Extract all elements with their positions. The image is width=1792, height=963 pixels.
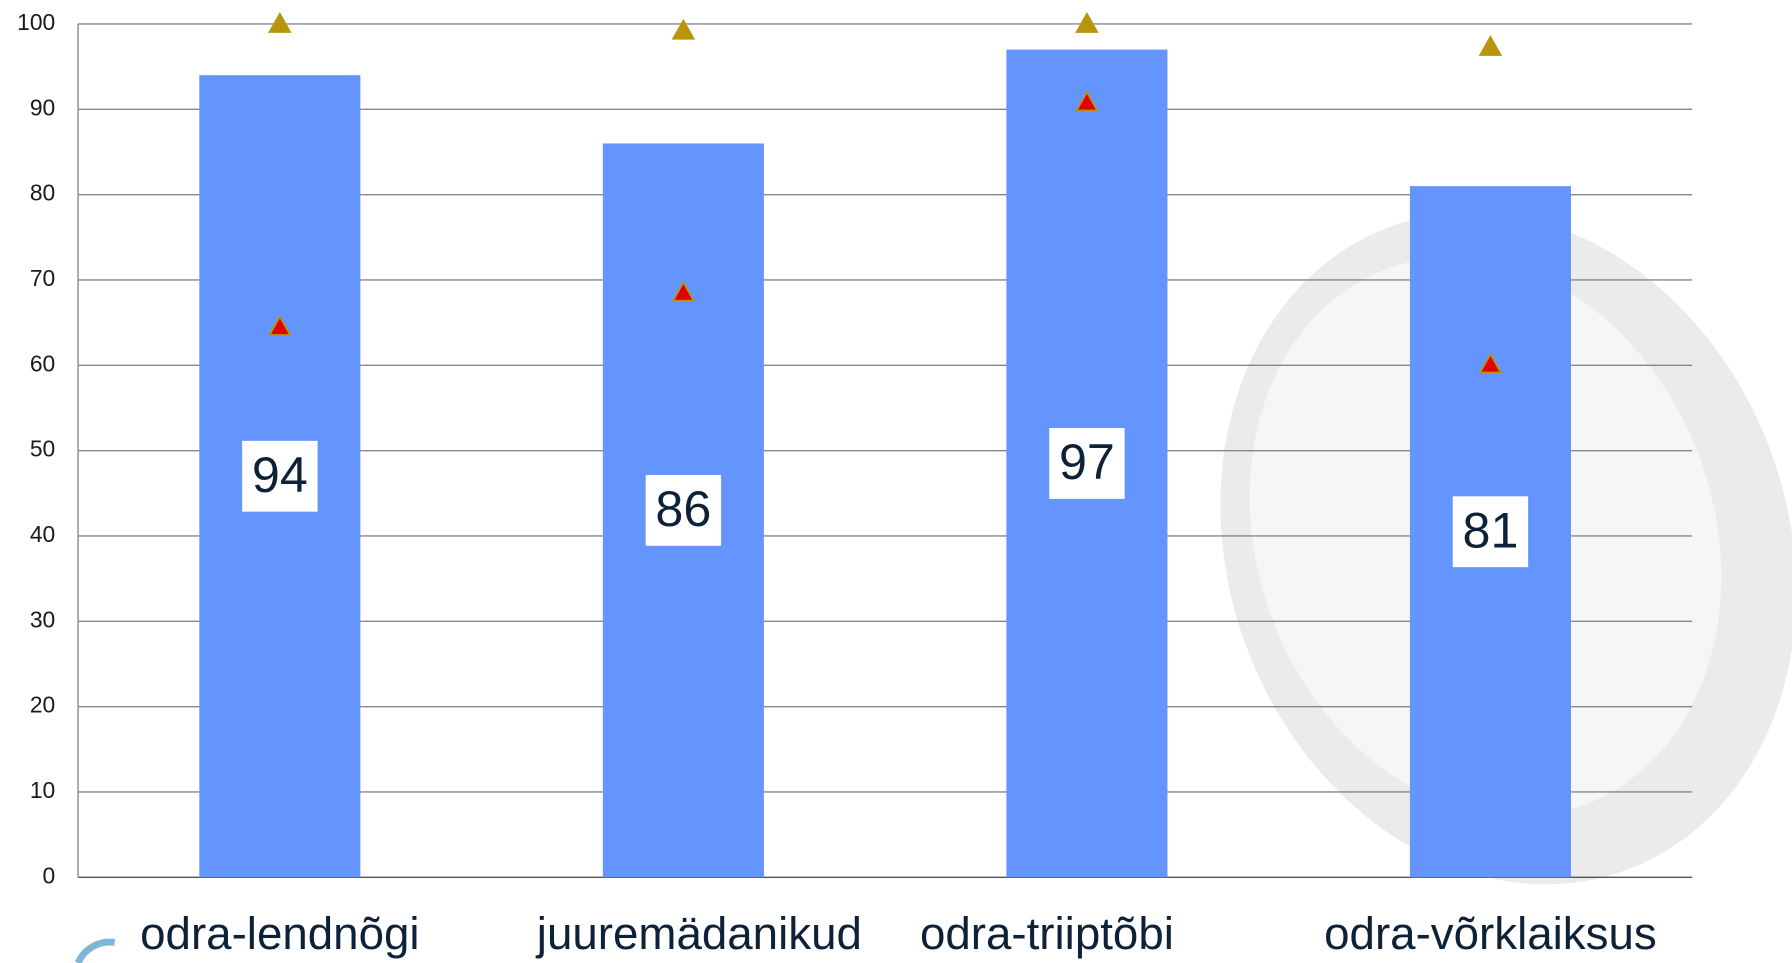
y-tick-label: 30 bbox=[30, 606, 55, 632]
data-label: 81 bbox=[1462, 502, 1518, 558]
triangle-marker bbox=[1478, 352, 1503, 374]
y-tick-label: 50 bbox=[30, 436, 55, 462]
data-label-box bbox=[242, 440, 318, 512]
triangle-marker bbox=[268, 314, 292, 336]
data-label-box bbox=[1049, 428, 1125, 499]
x-tick-label: odra-võrklaiksus bbox=[1324, 908, 1657, 959]
y-tick-label: 60 bbox=[30, 350, 55, 376]
data-label: 97 bbox=[1059, 434, 1115, 490]
y-tick-label: 0 bbox=[43, 862, 56, 888]
x-tick-label: odra-triiptõbi bbox=[920, 908, 1174, 959]
triangle-marker bbox=[1075, 90, 1099, 112]
triangle-marker bbox=[1075, 11, 1099, 33]
y-tick-label: 40 bbox=[30, 521, 55, 547]
y-tick-label: 70 bbox=[30, 265, 55, 291]
data-label-box bbox=[645, 474, 722, 546]
data-label: 86 bbox=[655, 481, 711, 537]
triangle-marker bbox=[268, 11, 292, 33]
x-tick-label: odra-lendnõgi bbox=[140, 908, 419, 959]
y-tick-label: 100 bbox=[17, 9, 55, 35]
data-label-box bbox=[1452, 496, 1529, 568]
triangle-marker bbox=[671, 18, 696, 40]
logo-fragment bbox=[74, 938, 116, 963]
y-tick-label: 20 bbox=[30, 692, 55, 718]
triangle-marker bbox=[1478, 35, 1503, 56]
y-tick-label: 90 bbox=[30, 94, 55, 120]
triangle-marker bbox=[671, 280, 696, 302]
y-tick-label: 80 bbox=[30, 180, 55, 206]
y-tick-label: 10 bbox=[30, 777, 55, 803]
x-tick-label: juuremädanikud bbox=[535, 908, 862, 959]
data-label: 94 bbox=[252, 447, 308, 503]
